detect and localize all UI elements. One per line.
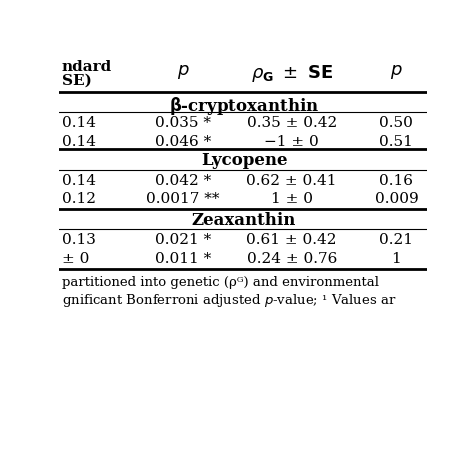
Text: 0.021 *: 0.021 * [155, 233, 211, 247]
Text: ± 0: ± 0 [62, 253, 89, 266]
Text: 0.62 ± 0.41: 0.62 ± 0.41 [246, 174, 337, 188]
Text: 1: 1 [392, 253, 401, 266]
Text: 0.35 ± 0.42: 0.35 ± 0.42 [246, 116, 337, 130]
Text: SE): SE) [62, 74, 91, 88]
Text: $\it{p}$: $\it{p}$ [390, 63, 403, 81]
Text: 0.009: 0.009 [374, 192, 418, 206]
Text: 0.14: 0.14 [62, 135, 96, 149]
Text: 0.0017 **: 0.0017 ** [146, 192, 220, 206]
Text: 0.035 *: 0.035 * [155, 116, 211, 130]
Text: 1 ± 0: 1 ± 0 [271, 192, 313, 206]
Text: 0.13: 0.13 [62, 233, 95, 247]
Text: 0.011 *: 0.011 * [155, 253, 211, 266]
Text: Lycopene: Lycopene [201, 152, 287, 169]
Text: ndard: ndard [62, 60, 112, 74]
Text: Zeaxanthin: Zeaxanthin [192, 212, 296, 229]
Text: $\bf{\beta}$-cryptoxanthin: $\bf{\beta}$-cryptoxanthin [169, 95, 319, 118]
Text: gnificant Bonferroni adjusted $\it{p}$-value; ¹ Values ar: gnificant Bonferroni adjusted $\it{p}$-v… [62, 292, 396, 309]
Text: 0.21: 0.21 [379, 233, 413, 247]
Text: 0.14: 0.14 [62, 174, 96, 188]
Text: $\it{p}$: $\it{p}$ [177, 63, 190, 81]
Text: 0.14: 0.14 [62, 116, 96, 130]
Text: 0.042 *: 0.042 * [155, 174, 211, 188]
Text: 0.50: 0.50 [380, 116, 413, 130]
Text: −1 ± 0: −1 ± 0 [264, 135, 319, 149]
Text: 0.16: 0.16 [379, 174, 413, 188]
Text: partitioned into genetic (ρᴳ) and environmental: partitioned into genetic (ρᴳ) and enviro… [62, 276, 379, 289]
Text: $\rho_\mathbf{G}\ \pm\ \mathbf{SE}$: $\rho_\mathbf{G}\ \pm\ \mathbf{SE}$ [251, 63, 333, 84]
Text: 0.12: 0.12 [62, 192, 96, 206]
Text: 0.51: 0.51 [380, 135, 413, 149]
Text: 0.24 ± 0.76: 0.24 ± 0.76 [246, 253, 337, 266]
Text: 0.046 *: 0.046 * [155, 135, 211, 149]
Text: 0.61 ± 0.42: 0.61 ± 0.42 [246, 233, 337, 247]
